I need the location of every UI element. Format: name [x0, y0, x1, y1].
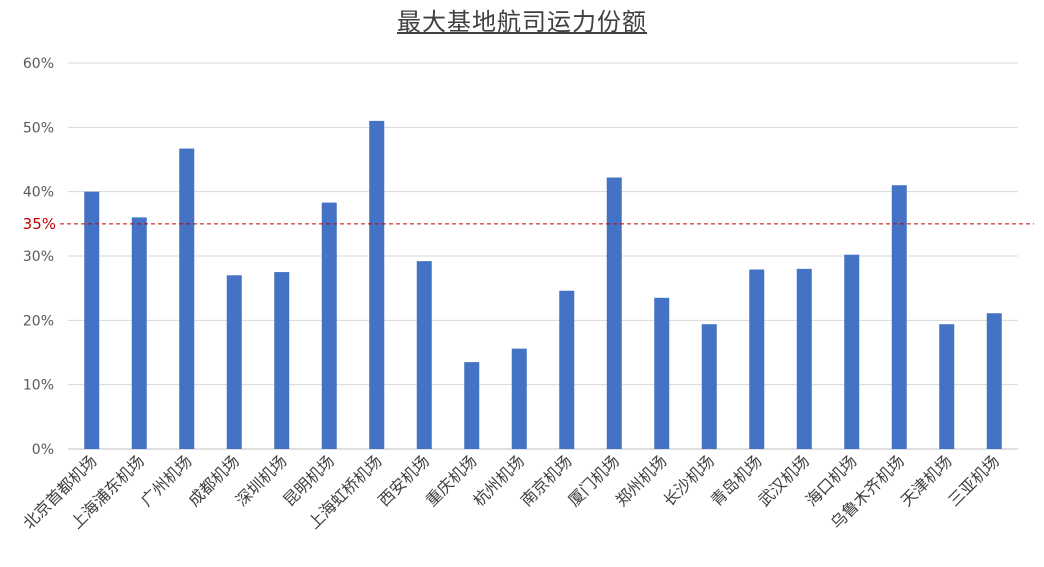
bar — [131, 217, 147, 449]
y-tick-label: 0% — [32, 442, 54, 458]
y-axis-ticks: 0% 10% 20% 30% 40% 50% 60% — [23, 56, 54, 458]
bar — [654, 297, 670, 449]
x-tick-label: 广州机场 — [137, 451, 196, 510]
bar — [749, 269, 765, 449]
bar — [84, 191, 100, 449]
bar — [416, 261, 432, 449]
x-tick-label: 南京机场 — [517, 451, 576, 510]
x-tick-label: 天津机场 — [897, 451, 956, 510]
y-tick-label: 20% — [23, 313, 54, 329]
y-tick-label: 60% — [23, 56, 54, 72]
bar — [796, 268, 812, 449]
x-tick-label: 重庆机场 — [422, 451, 481, 510]
x-tick-label: 武汉机场 — [754, 451, 813, 510]
x-tick-label: 深圳机场 — [232, 451, 291, 510]
y-tick-label: 30% — [23, 249, 54, 265]
bar — [226, 275, 242, 449]
bar — [701, 324, 717, 449]
bar — [464, 362, 480, 449]
x-tick-label: 成都机场 — [184, 451, 243, 510]
bars — [84, 120, 1002, 450]
x-tick-label: 厦门机场 — [564, 451, 623, 510]
x-axis-labels: 北京首都机场上海浦东机场广州机场成都机场深圳机场昆明机场上海虹桥机场西安机场重庆… — [19, 451, 1003, 532]
x-tick-label: 杭州机场 — [469, 451, 528, 510]
x-tick-label: 青岛机场 — [707, 451, 766, 510]
bar — [891, 185, 907, 449]
y-tick-label: 10% — [23, 378, 54, 394]
x-tick-label: 郑州机场 — [612, 451, 671, 510]
bar — [274, 272, 290, 449]
bar — [321, 202, 337, 449]
bar — [559, 290, 575, 449]
bar — [606, 177, 622, 449]
bar — [986, 313, 1002, 449]
reference-line-label: 35% — [23, 215, 56, 233]
bar — [511, 348, 527, 449]
y-tick-label: 50% — [23, 120, 54, 136]
bar — [844, 254, 860, 449]
y-tick-label: 40% — [23, 185, 54, 201]
x-tick-label: 三亚机场 — [944, 451, 1003, 510]
bar — [939, 324, 955, 449]
x-tick-label: 长沙机场 — [659, 451, 718, 510]
bar — [179, 148, 195, 449]
chart-title: 最大基地航司运力份额 — [397, 8, 647, 36]
bar — [369, 120, 385, 450]
gridlines — [68, 62, 1018, 450]
x-tick-label: 西安机场 — [374, 451, 433, 510]
reference-line-group: 35% — [23, 215, 1034, 233]
